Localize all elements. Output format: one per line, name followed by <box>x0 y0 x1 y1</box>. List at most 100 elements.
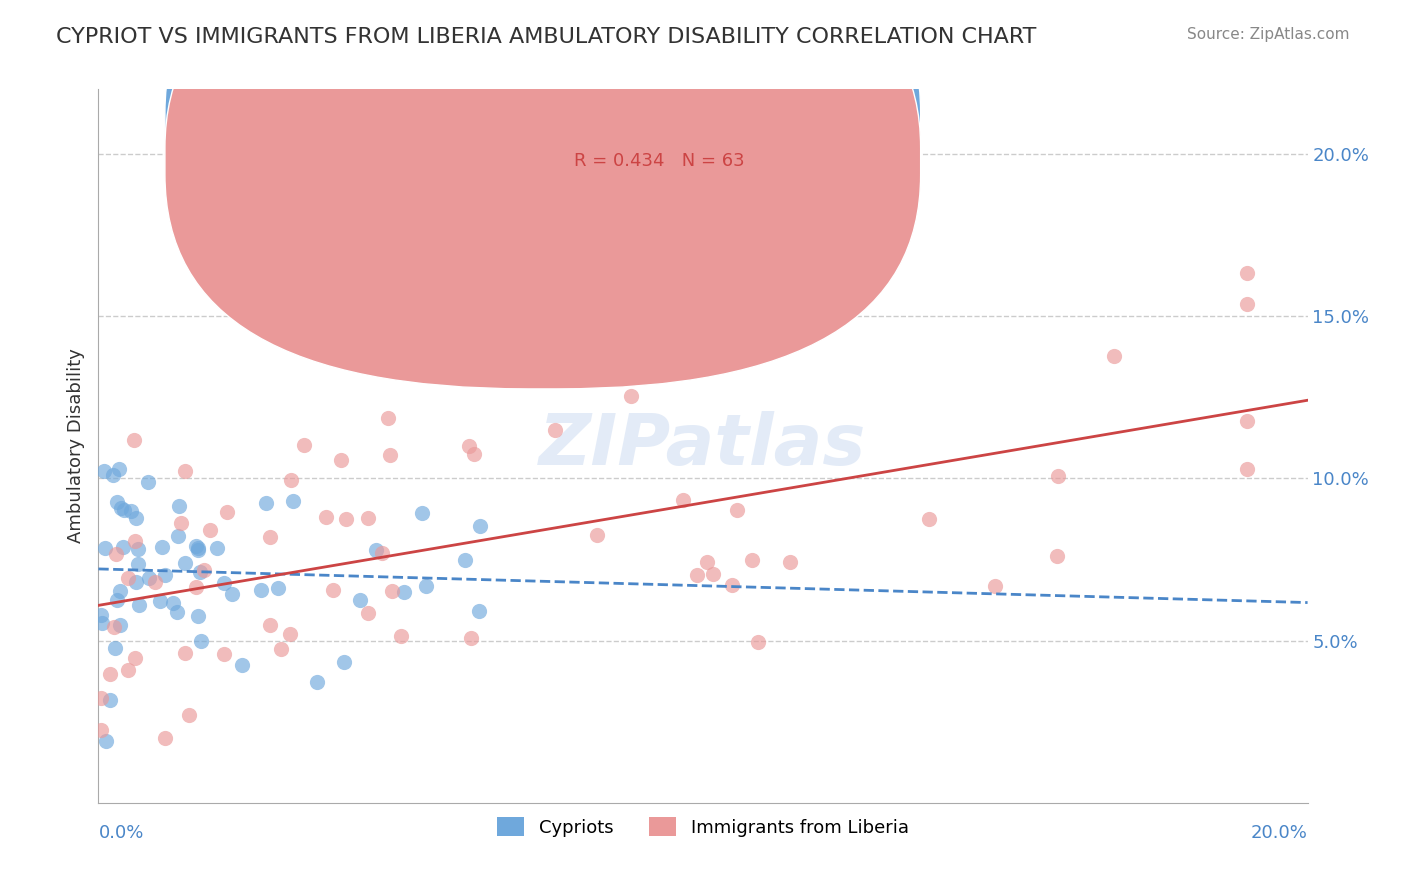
Point <box>1236 462 1258 476</box>
Point <box>104 641 127 656</box>
FancyBboxPatch shape <box>165 0 921 353</box>
Point <box>725 502 748 516</box>
Legend: Cypriots, Immigrants from Liberia: Cypriots, Immigrants from Liberia <box>489 810 917 844</box>
Point <box>221 587 243 601</box>
Point <box>454 553 477 567</box>
Point <box>184 539 207 553</box>
Point <box>281 494 304 508</box>
Point <box>170 516 193 530</box>
Point <box>94 733 117 747</box>
Point <box>307 675 329 690</box>
Point <box>117 663 139 677</box>
Point <box>415 579 437 593</box>
Point <box>270 641 292 656</box>
Point <box>143 575 166 590</box>
Point <box>322 582 344 597</box>
Point <box>188 565 211 579</box>
Text: R = 0.026   N = 56: R = 0.026 N = 56 <box>574 116 744 134</box>
Point <box>267 581 290 595</box>
Point <box>702 567 724 582</box>
Point <box>124 534 146 549</box>
Point <box>105 495 128 509</box>
Point <box>1236 267 1258 281</box>
Point <box>292 438 315 452</box>
Point <box>463 447 485 461</box>
Point <box>128 598 150 612</box>
Point <box>127 541 149 556</box>
Text: ZIPatlas: ZIPatlas <box>540 411 866 481</box>
Point <box>335 512 357 526</box>
Point <box>259 617 281 632</box>
Point <box>117 571 139 585</box>
Point <box>381 583 404 598</box>
Point <box>249 582 271 597</box>
Point <box>98 692 121 706</box>
Point <box>411 506 433 520</box>
Point <box>357 511 380 525</box>
Point <box>620 389 643 403</box>
Point <box>231 657 253 672</box>
Point <box>468 518 491 533</box>
Point <box>93 464 115 478</box>
Text: CYPRIOT VS IMMIGRANTS FROM LIBERIA AMBULATORY DISABILITY CORRELATION CHART: CYPRIOT VS IMMIGRANTS FROM LIBERIA AMBUL… <box>56 27 1036 46</box>
Point <box>125 575 148 590</box>
Point <box>162 596 184 610</box>
Point <box>150 540 173 554</box>
Point <box>190 634 212 648</box>
FancyBboxPatch shape <box>165 0 921 389</box>
Point <box>364 543 387 558</box>
Point <box>332 655 354 669</box>
Point <box>779 555 801 569</box>
Point <box>672 493 695 508</box>
Point <box>98 667 121 681</box>
Point <box>90 690 112 705</box>
Point <box>187 541 209 556</box>
Point <box>1236 414 1258 428</box>
Point <box>122 434 145 448</box>
Y-axis label: Ambulatory Disability: Ambulatory Disability <box>66 349 84 543</box>
Point <box>173 556 195 570</box>
Point <box>111 540 134 554</box>
Point <box>110 583 132 598</box>
Text: 20.0%: 20.0% <box>1251 824 1308 842</box>
Point <box>686 567 709 582</box>
Point <box>198 523 221 537</box>
Point <box>187 543 209 558</box>
Point <box>167 529 190 543</box>
Point <box>460 631 482 645</box>
Text: Source: ZipAtlas.com: Source: ZipAtlas.com <box>1187 27 1350 42</box>
Point <box>169 500 191 514</box>
Point <box>378 449 401 463</box>
Point <box>585 528 607 542</box>
Point <box>187 609 209 624</box>
FancyBboxPatch shape <box>501 114 876 203</box>
Point <box>983 579 1005 593</box>
Point <box>392 585 415 599</box>
Point <box>184 580 207 594</box>
Point <box>124 650 146 665</box>
Point <box>179 707 201 722</box>
Point <box>90 723 112 737</box>
Text: R = 0.434   N = 63: R = 0.434 N = 63 <box>574 153 744 170</box>
Point <box>458 439 481 453</box>
Point <box>918 512 941 526</box>
Point <box>125 510 148 524</box>
Point <box>741 553 763 567</box>
Point <box>105 593 128 607</box>
Point <box>205 541 228 555</box>
Point <box>138 570 160 584</box>
Point <box>330 452 353 467</box>
Point <box>371 546 394 560</box>
Point <box>215 505 238 519</box>
Point <box>696 555 718 569</box>
Point <box>149 594 172 608</box>
Point <box>103 620 125 634</box>
Point <box>212 648 235 662</box>
Point <box>1102 350 1125 364</box>
Point <box>377 411 399 425</box>
Point <box>127 558 149 572</box>
Point <box>1046 469 1069 483</box>
Point <box>544 423 567 437</box>
Point <box>873 244 896 259</box>
Point <box>166 605 188 619</box>
